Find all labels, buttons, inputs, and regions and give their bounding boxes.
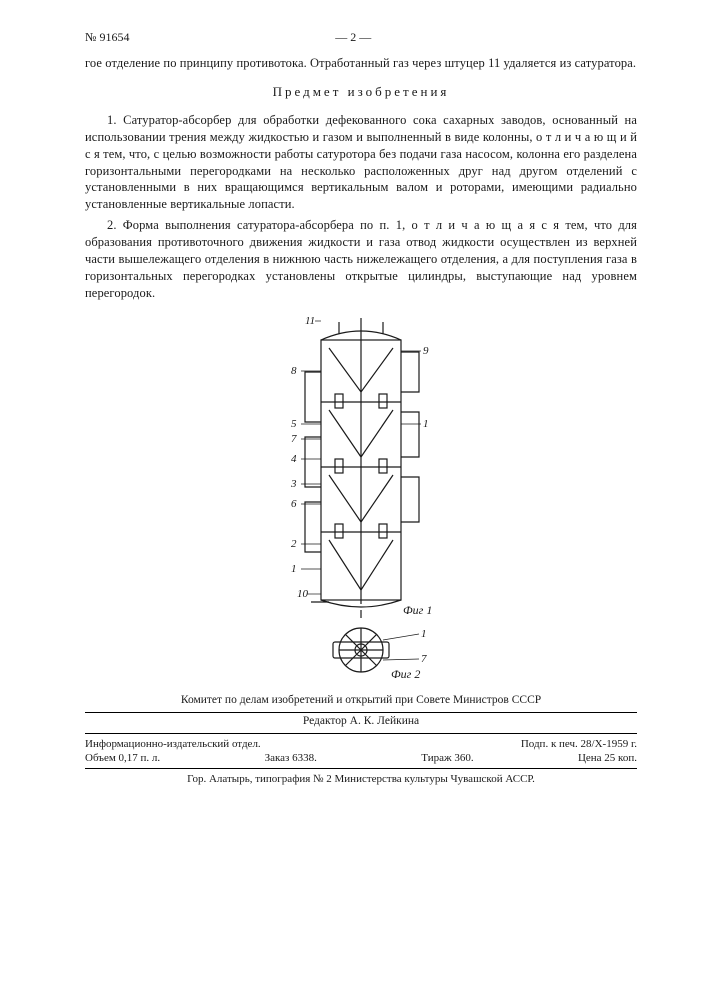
imprint-tirage: Тираж 360. [421,752,473,764]
svg-text:1: 1 [291,563,297,575]
fig2-label: Фиг 2 [391,667,420,681]
svg-text:5: 5 [291,418,297,430]
imprint-date: Подп. к печ. 28/X-1959 г. [521,738,637,750]
svg-text:11: 11 [305,315,315,327]
figure-block: Фиг 1 Фиг 2 11 9 8 5 7 4 1 3 6 2 1 10 1 7 [85,312,637,682]
svg-text:4: 4 [291,453,297,465]
committee-line: Комитет по делам изобретений и открытий … [85,694,637,706]
svg-text:8: 8 [291,365,297,377]
claims-title: Предмет изобретения [85,84,637,100]
editor-line: Редактор А. К. Лейкина [85,715,637,727]
page-header: № 91654 — 2 — [85,30,637,45]
fig1-label: Фиг 1 [403,603,432,617]
svg-text:6: 6 [291,498,297,510]
svg-text:1: 1 [421,628,427,640]
svg-text:10: 10 [297,588,309,600]
imprint-row-2: Объем 0,17 п. л. Заказ 6338. Тираж 360. … [85,751,637,765]
page-container: № 91654 — 2 — гое отделение по принципу … [0,0,707,805]
imprint-volume: Объем 0,17 п. л. [85,752,160,764]
svg-text:1: 1 [423,418,429,430]
typography-line: Гор. Алатырь, типография № 2 Министерств… [85,773,637,785]
svg-text:3: 3 [290,478,297,490]
patent-figure-svg: Фиг 1 Фиг 2 11 9 8 5 7 4 1 3 6 2 1 10 1 7 [261,312,461,682]
imprint-order: Заказ 6338. [265,752,317,764]
imprint-block: Информационно-издательский отдел. Подп. … [85,733,637,769]
page-number: — 2 — [129,30,577,45]
header-spacer [577,30,637,45]
imprint-dept: Информационно-издательский отдел. [85,738,261,750]
imprint-row-1: Информационно-издательский отдел. Подп. … [85,737,637,751]
svg-text:7: 7 [421,653,427,665]
claim-1: 1. Сатуратор-абсорбер для обработки дефе… [85,112,637,213]
document-number: № 91654 [85,30,129,45]
continuation-paragraph: гое отделение по принципу противотока. О… [85,55,637,72]
claim-2: 2. Форма выполнения сатуратора-абсорбера… [85,217,637,301]
svg-text:9: 9 [423,345,429,357]
imprint-price: Цена 25 коп. [578,752,637,764]
svg-text:2: 2 [291,538,297,550]
svg-text:7: 7 [291,433,297,445]
